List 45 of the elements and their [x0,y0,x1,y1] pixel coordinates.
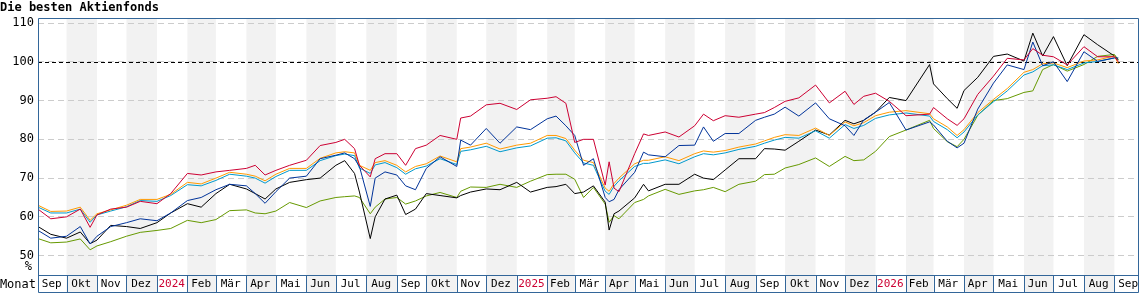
x-tick-label: Okt [431,277,451,291]
x-tick-label: Okt [71,277,92,291]
x-tick-label: Aug [729,277,750,291]
x-tick-label: Okt [789,277,810,291]
x-tick-label: Jul [699,277,720,291]
y-tick-label: 100 [12,53,34,68]
x-tick-label: Feb [908,277,929,291]
x-tick-label: Nov [460,277,481,291]
x-tick-label: Aug [1088,277,1109,291]
x-tick-label: Aug [371,277,392,291]
x-tick-label: Sep [759,277,780,291]
x-tick-label: Feb [550,277,570,291]
x-tick-label: Apr [609,277,630,291]
x-tick-label: Dez [849,277,870,291]
x-tick-label: Mai [998,277,1019,291]
x-tick-label: Dez [491,277,511,291]
x-tick-label: Feb [191,277,212,291]
x-tick-label: Sep [41,277,62,291]
x-tick-label: Mär [579,277,600,291]
x-tick-label: Apr [967,277,989,291]
y-tick-label: 70 [19,170,34,185]
x-tick-label: Nov [819,277,840,291]
x-tick-label: Dez [131,277,152,291]
x-tick-label: Mai [639,277,660,291]
x-tick-label: 2026 [877,277,904,291]
x-tick-label: Jun [668,277,689,291]
x-tick-label: 2025 [518,277,545,291]
x-tick-label: Nov [100,277,122,291]
x-tick-label: Sep [1118,277,1139,291]
x-tick-label: Jun [1027,277,1048,291]
x-tick-label: Jul [1058,277,1079,291]
x-tick-label: Mai [280,277,301,291]
y-tick-label: 110 [12,15,34,30]
x-tick-label: Apr [250,277,271,291]
y-tick-label: 90 [19,92,34,107]
x-tick-label: 2024 [158,277,186,291]
x-axis-title: Monat [0,276,36,291]
x-tick-label: Mär [220,277,241,291]
x-tick-label: Jul [340,277,361,291]
x-tick-label: Jun [310,277,331,291]
x-tick-label: Mär [938,277,959,291]
chart-title: Die besten Aktienfonds [0,0,159,15]
y-tick-label: 80 [19,131,34,146]
x-tick-label: Sep [400,277,421,291]
y-tick-label: 60 [19,208,34,223]
